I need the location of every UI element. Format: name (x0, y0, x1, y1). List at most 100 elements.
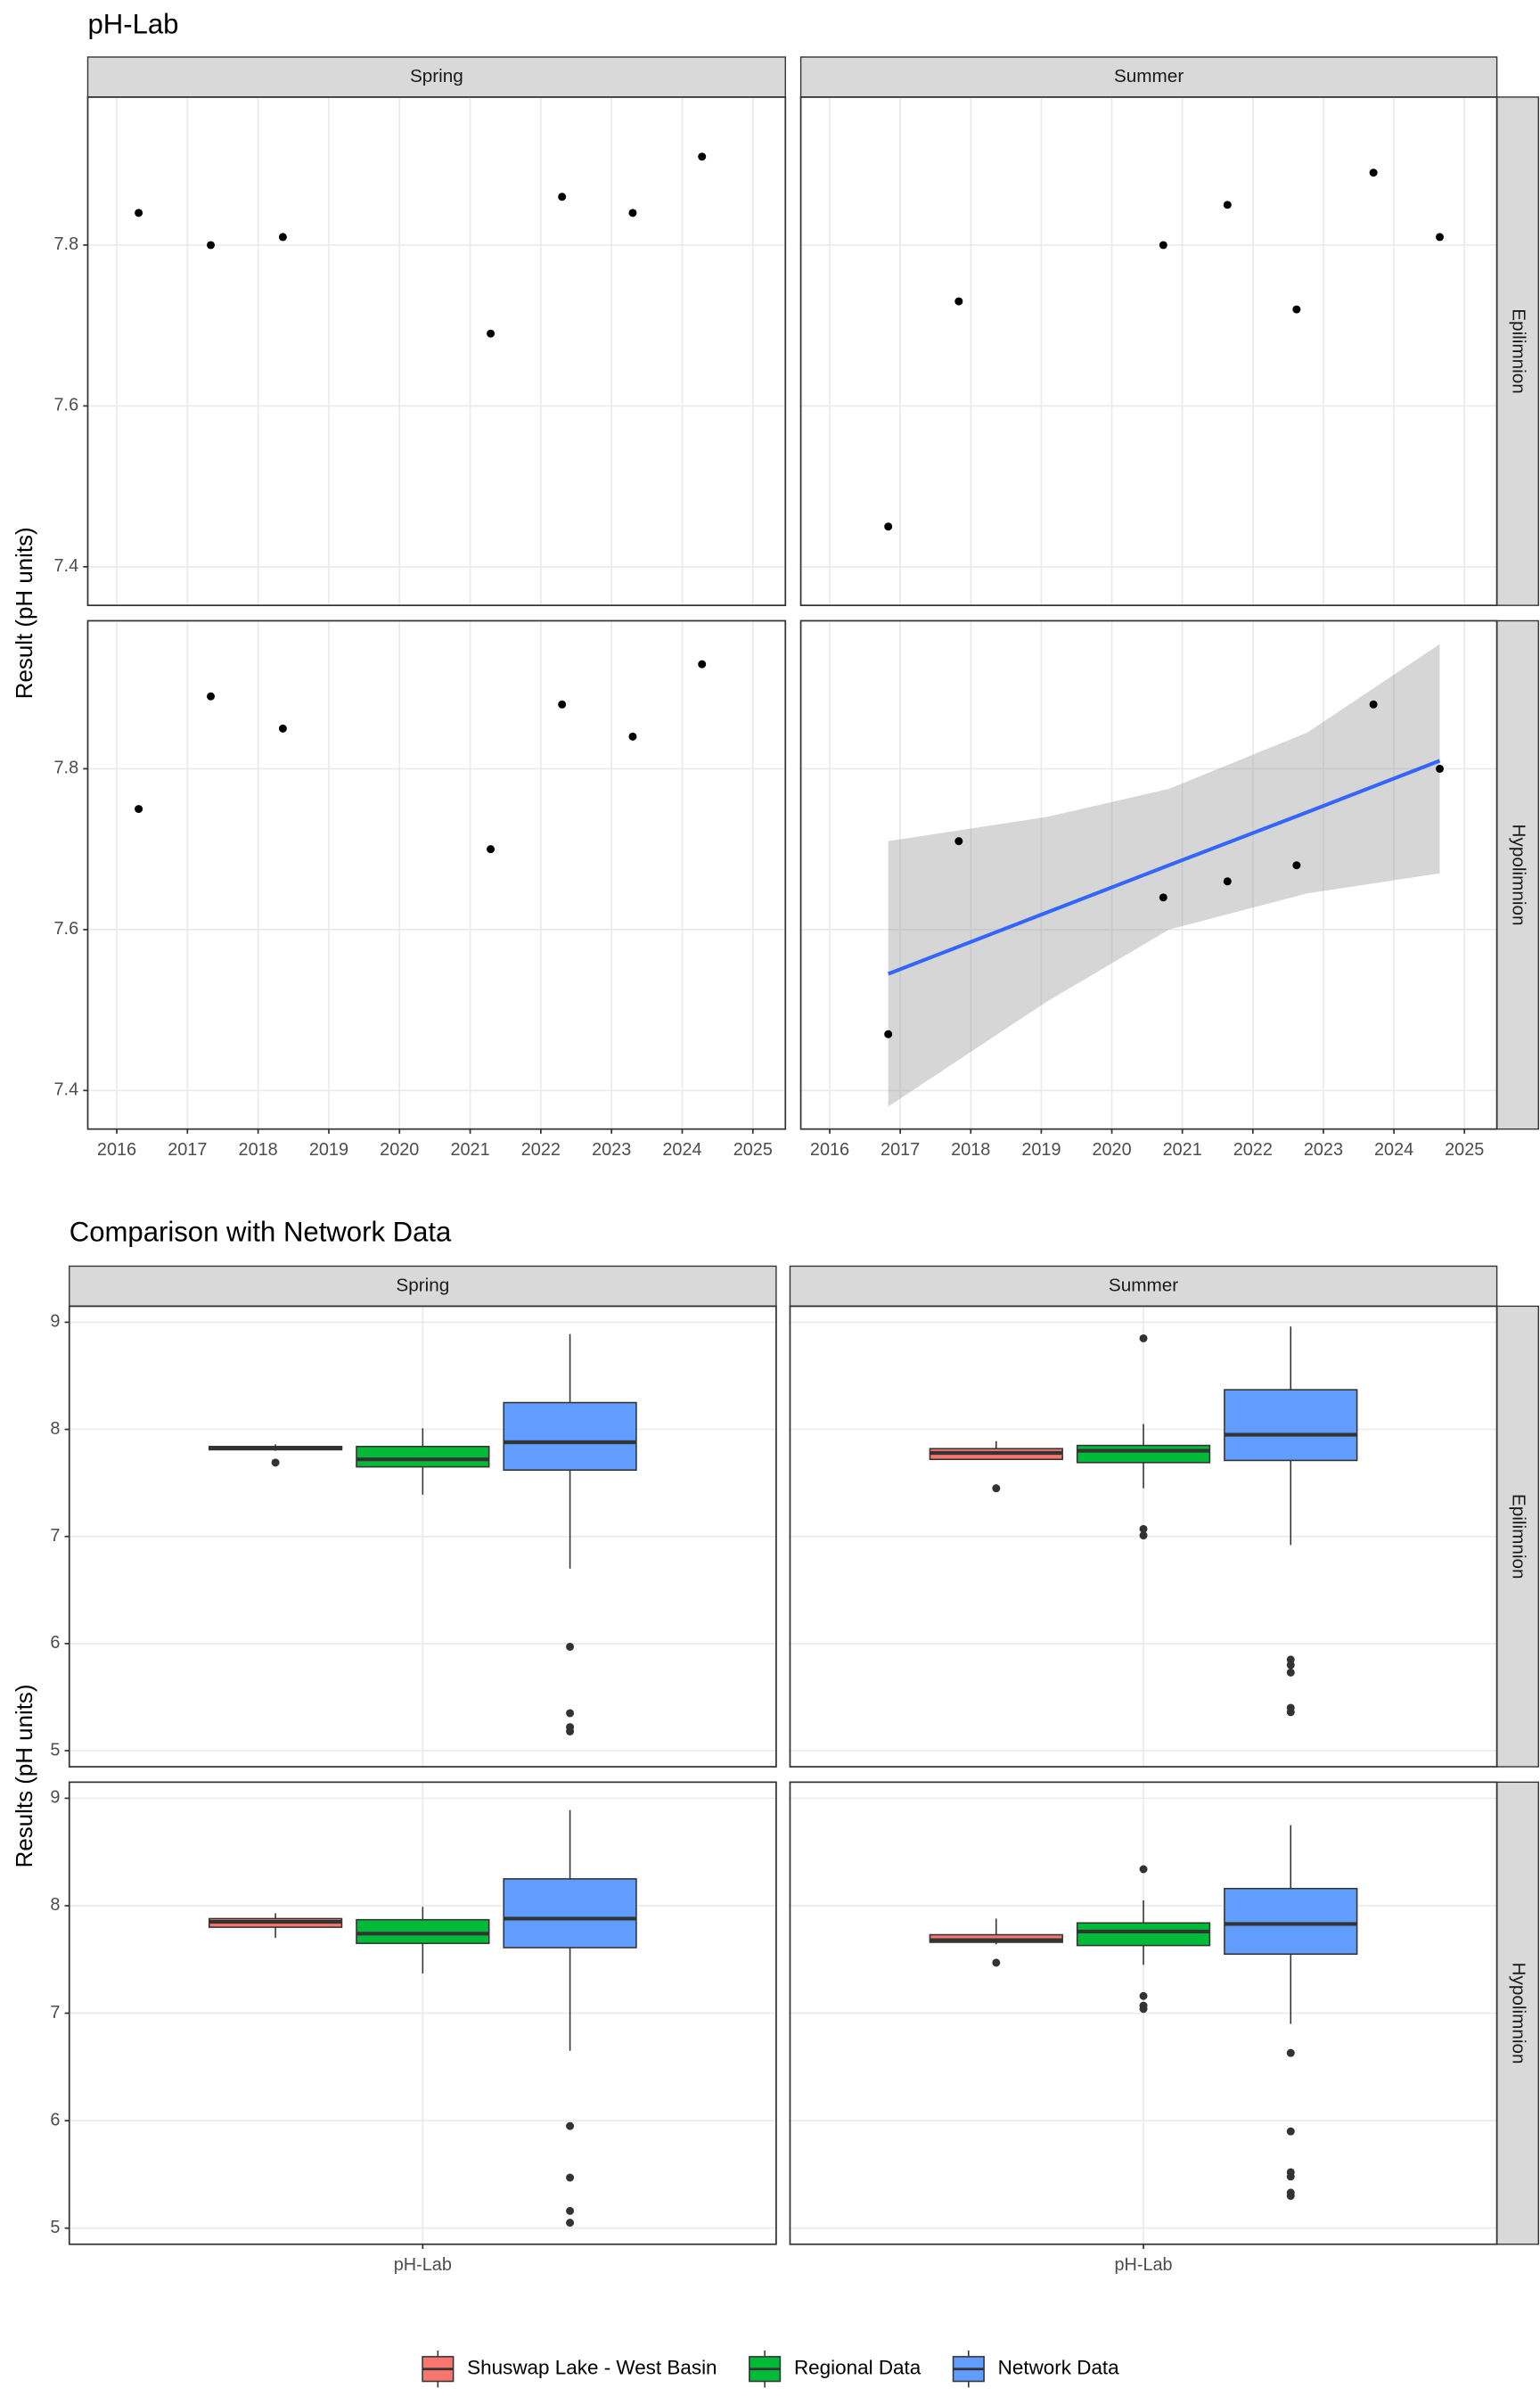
x-tick-label: 2019 (1021, 1140, 1061, 1160)
strip (1495, 1781, 1539, 2245)
point (1223, 877, 1232, 886)
y-tick-label: 5 (50, 2218, 60, 2237)
legend-label: Regional Data (794, 2357, 922, 2379)
outlier (1139, 1524, 1148, 1533)
box (356, 1918, 490, 1944)
outlier (1286, 2048, 1295, 2057)
strip (789, 1265, 1498, 1308)
strip (1495, 96, 1539, 606)
outlier (992, 1958, 1001, 1967)
y-tick-label: 7.8 (54, 234, 79, 254)
x-tick-label: 2017 (881, 1140, 920, 1160)
point (487, 329, 496, 338)
outlier (1139, 1991, 1148, 2000)
strip (1495, 620, 1539, 1130)
y-axis-title: Results (pH units) (12, 1684, 37, 1867)
y-tick-label: 7.6 (54, 919, 79, 939)
panel-background (87, 620, 786, 1129)
x-tick-label: 2023 (1304, 1140, 1343, 1160)
strip-label: Hypolimnion (1508, 825, 1528, 926)
outlier (566, 2173, 575, 2182)
outlier (1286, 1708, 1295, 1717)
point (1369, 168, 1378, 177)
point (698, 660, 707, 669)
outlier (1139, 1531, 1148, 1540)
chart-title: Comparison with Network Data (70, 1216, 452, 1247)
box (356, 1446, 490, 1468)
y-tick-label: 7.8 (54, 759, 79, 778)
x-tick-label: pH-Lab (394, 2255, 452, 2275)
x-tick-label: 2020 (1092, 1140, 1131, 1160)
strip-label: Epilimnion (1508, 1494, 1528, 1580)
point (487, 845, 496, 854)
panel-border (68, 1305, 777, 1768)
point (135, 209, 143, 217)
y-tick-label: 7 (50, 2003, 60, 2023)
y-tick-label: 9 (50, 1312, 60, 1332)
point (1436, 764, 1445, 773)
x-tick-label: 2018 (951, 1140, 990, 1160)
point (278, 233, 287, 242)
strip-label: Hypolimnion (1508, 1963, 1528, 2064)
x-tick-label: pH-Lab (1114, 2255, 1172, 2275)
panel-border (789, 1305, 1498, 1768)
x-tick-label: 2021 (450, 1140, 489, 1160)
panel-border (799, 96, 1498, 607)
box (1224, 1389, 1358, 1462)
point (628, 732, 637, 741)
y-tick-label: 7.4 (54, 556, 79, 576)
box (1076, 1922, 1211, 1947)
y-tick-label: 9 (50, 1788, 60, 1808)
point (278, 724, 287, 733)
point (1369, 700, 1378, 709)
point (884, 522, 893, 531)
point (628, 209, 637, 217)
outlier (566, 1709, 575, 1718)
outlier (1286, 1661, 1295, 1670)
point (1223, 201, 1232, 209)
x-tick-label: 2021 (1163, 1140, 1202, 1160)
strip-label: Epilimnion (1508, 308, 1528, 394)
strip-label: Summer (1114, 66, 1184, 86)
point (1292, 861, 1301, 870)
point (884, 1030, 893, 1038)
strip (86, 56, 786, 98)
y-tick-label: 6 (50, 2110, 60, 2129)
point (954, 837, 963, 846)
x-tick-label: 2020 (380, 1140, 419, 1160)
box (503, 1401, 637, 1472)
outlier (1139, 1865, 1148, 1874)
panel-border (799, 620, 1498, 1130)
point (135, 805, 143, 814)
x-tick-label: 2022 (521, 1140, 561, 1160)
panel-border (86, 620, 787, 1130)
outlier (1139, 1333, 1148, 1342)
x-tick-label: 2022 (1233, 1140, 1273, 1160)
outlier (566, 2206, 575, 2215)
x-tick-label: 2019 (309, 1140, 348, 1160)
strip-label: Spring (396, 1275, 449, 1295)
x-tick-label: 2016 (97, 1140, 136, 1160)
point (207, 241, 215, 250)
box (1076, 1444, 1211, 1464)
point (1159, 241, 1167, 250)
outlier (1286, 2192, 1295, 2200)
outlier (1286, 1668, 1295, 1677)
legend-label: Network Data (998, 2357, 1120, 2379)
legend-label: Shuswap Lake - West Basin (467, 2357, 717, 2379)
outlier (1286, 2172, 1295, 2181)
x-tick-label: 2024 (662, 1140, 701, 1160)
point (1159, 893, 1167, 902)
y-axis-title: Result (pH units) (12, 527, 37, 699)
chart-title: pH-Lab (87, 9, 178, 40)
y-tick-label: 6 (50, 1633, 60, 1653)
outlier (1286, 2127, 1295, 2136)
point (558, 193, 567, 201)
strip (69, 1265, 777, 1308)
strip (799, 56, 1498, 98)
box (503, 1878, 637, 1949)
box (1224, 1887, 1358, 1956)
x-tick-label: 2018 (239, 1140, 278, 1160)
strip-label: Spring (410, 66, 463, 86)
